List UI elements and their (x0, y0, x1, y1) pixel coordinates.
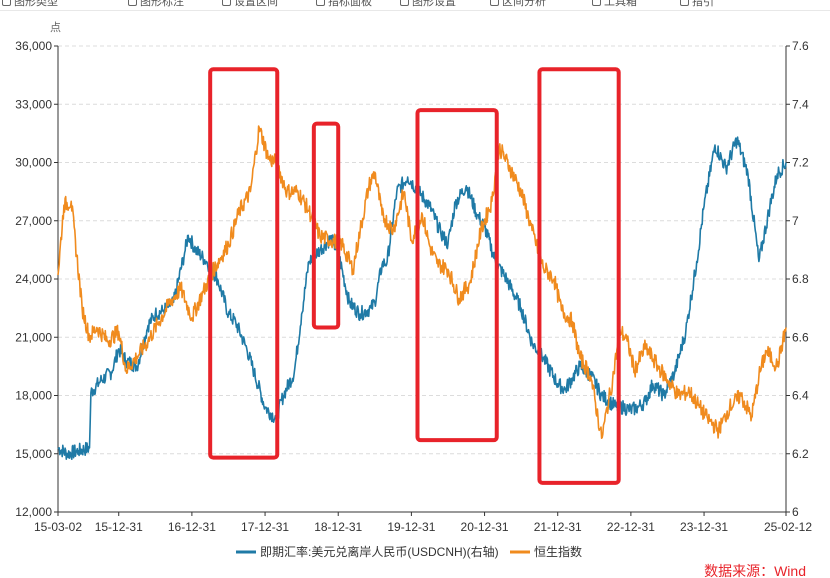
right-tick-label: 7.4 (792, 97, 809, 111)
left-tick-label: 24,000 (15, 272, 52, 286)
left-axis-unit: 点 (50, 21, 61, 34)
x-tick-label: 22-12-31 (607, 520, 655, 534)
right-tick-label: 7.2 (792, 156, 809, 170)
x-tick-label: 17-12-31 (241, 520, 289, 534)
toolbar-item-panel[interactable]: 指标面板 (316, 0, 372, 8)
x-tick-label: 15-12-31 (95, 520, 143, 534)
x-tick-label: 15-03-02 (34, 520, 82, 534)
chart-toolbar: 图形类型 图形标注 设置区间 指标面板 图形设置 区间分析 工具箱 指引 (0, 0, 830, 11)
legend: 即期汇率:美元兑离岸人民币(USDCNH)(右轴) 恒生指数 (236, 544, 582, 559)
x-axis-ticks: 15-03-02 15-12-31 16-12-31 17-12-31 18-12-31… (34, 520, 812, 534)
right-tick-label: 7 (792, 214, 799, 228)
left-tick-label: 33,000 (15, 97, 52, 111)
annotation-icon (128, 0, 137, 6)
x-tick-label: 21-12-31 (534, 520, 582, 534)
left-tick-label: 27,000 (15, 214, 52, 228)
right-tick-label: 6 (792, 505, 799, 519)
calendar-icon (222, 0, 231, 6)
right-tick-label: 6.4 (792, 389, 809, 403)
series-lines (57, 125, 787, 460)
axes (54, 45, 790, 516)
right-tick-label: 6.6 (792, 330, 809, 344)
panel-icon (316, 0, 325, 6)
right-axis-ticks: 7.6 7.4 7.2 7 6.8 6.6 6.4 6.2 6 (792, 39, 809, 519)
left-tick-label: 12,000 (15, 505, 52, 519)
toolbar-item-analysis[interactable]: 区间分析 (490, 0, 546, 8)
right-tick-label: 6.2 (792, 447, 809, 461)
legend-label-usdcnh: 即期汇率:美元兑离岸人民币(USDCNH)(右轴) (260, 544, 499, 559)
left-tick-label: 15,000 (15, 447, 52, 461)
x-tick-label: 20-12-31 (461, 520, 509, 534)
x-tick-label: 18-12-31 (314, 520, 362, 534)
left-tick-label: 30,000 (15, 156, 52, 170)
toolbar-item-help[interactable]: 指引 (680, 0, 714, 8)
x-tick-label: 16-12-31 (168, 520, 216, 534)
x-tick-label: 23-12-31 (680, 520, 728, 534)
series-line-usdcnh (57, 136, 787, 460)
toolbar-item-interval[interactable]: 设置区间 (222, 0, 278, 8)
left-tick-label: 36,000 (15, 39, 52, 53)
right-tick-label: 6.8 (792, 272, 809, 286)
help-icon (680, 0, 689, 6)
toolbar-item-chart-type[interactable]: 图形类型 (2, 0, 58, 8)
highlight-box-1 (208, 67, 280, 460)
chart-type-icon (2, 0, 11, 6)
toolbar-item-toolbox[interactable]: 工具箱 (592, 0, 637, 8)
left-tick-label: 18,000 (15, 389, 52, 403)
left-axis-ticks: 36,000 33,000 30,000 27,000 24,000 21,000 18,0… (15, 39, 52, 519)
toolbar-item-annotation[interactable]: 图形标注 (128, 0, 184, 8)
highlight-boxes (208, 67, 621, 485)
left-tick-label: 21,000 (15, 330, 52, 344)
highlight-box-4 (537, 67, 621, 485)
highlight-box-3 (415, 108, 499, 443)
toolbar-item-settings[interactable]: 图形设置 (400, 0, 456, 8)
data-source: 数据来源：Wind (704, 563, 806, 578)
analysis-icon (490, 0, 499, 6)
highlight-box-2 (311, 121, 341, 330)
series-line-hsi (57, 125, 787, 439)
right-tick-label: 7.6 (792, 39, 809, 53)
x-tick-label: 19-12-31 (387, 520, 435, 534)
x-tick-label: 25-02-12 (764, 520, 812, 534)
legend-label-hsi: 恒生指数 (534, 544, 582, 559)
toolbox-icon (592, 0, 601, 6)
settings-icon (400, 0, 409, 6)
